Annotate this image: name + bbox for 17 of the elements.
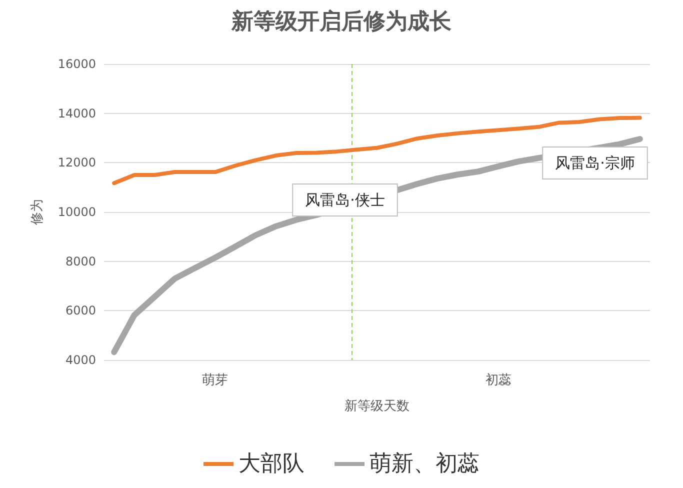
chart-title: 新等级开启后修为成长 [230,8,452,34]
y-tick-label: 4000 [65,353,96,367]
legend-label: 萌新、初蕊 [370,452,480,476]
y-axis-title: 修为 [30,199,45,225]
y-tick-label: 12000 [58,156,96,170]
y-tick-label: 14000 [58,106,96,120]
legend-label: 大部队 [238,452,304,476]
x-tick-label: 萌芽 [202,373,228,388]
x-axis-title: 新等级天数 [344,399,410,414]
annotation: 风雷岛·侠士 [305,191,385,209]
x-tick-label: 初蕊 [485,373,512,388]
annotation: 风雷岛·宗师 [555,154,635,172]
y-tick-label: 6000 [65,304,96,318]
y-tick-label: 16000 [58,57,96,71]
line-series [112,116,642,186]
y-tick-label: 8000 [65,254,96,268]
y-tick-label: 10000 [58,205,96,219]
